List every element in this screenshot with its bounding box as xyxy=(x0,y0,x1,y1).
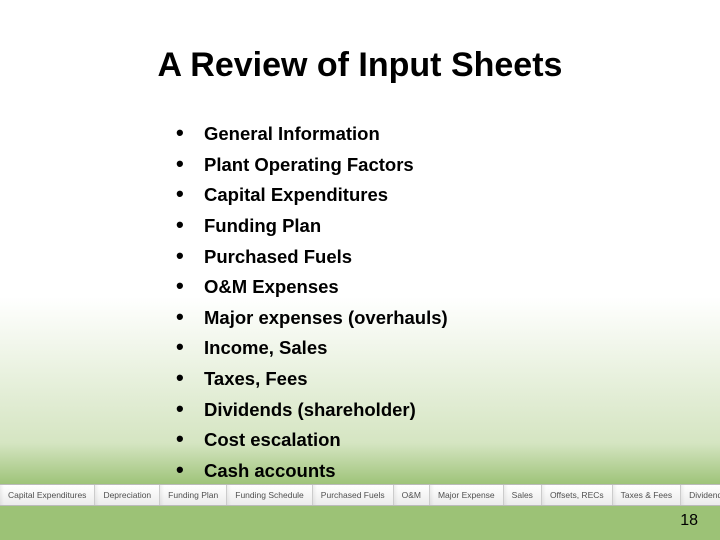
bullet-icon: • xyxy=(176,153,204,175)
bullet-text: Funding Plan xyxy=(204,214,321,237)
list-item: • Cost escalation xyxy=(176,428,596,451)
slide: A Review of Input Sheets • General Infor… xyxy=(0,0,720,540)
list-item: • Major expenses (overhauls) xyxy=(176,306,596,329)
list-item: • Purchased Fuels xyxy=(176,245,596,268)
list-item: • General Information xyxy=(176,122,596,145)
bullet-text: Capital Expenditures xyxy=(204,183,388,206)
worksheet-tab[interactable]: Taxes & Fees xyxy=(613,485,682,505)
slide-title: A Review of Input Sheets xyxy=(0,46,720,85)
page-number: 18 xyxy=(680,512,698,530)
bullet-icon: • xyxy=(176,336,204,358)
worksheet-tab[interactable]: Purchased Fuels xyxy=(313,485,394,505)
list-item: • O&M Expenses xyxy=(176,275,596,298)
worksheet-tab[interactable]: Offsets, RECs xyxy=(542,485,613,505)
bullet-text: General Information xyxy=(204,122,380,145)
list-item: • Income, Sales xyxy=(176,336,596,359)
bullet-icon: • xyxy=(176,367,204,389)
bullet-icon: • xyxy=(176,275,204,297)
bullet-text: Cash accounts xyxy=(204,459,336,482)
bullet-text: O&M Expenses xyxy=(204,275,339,298)
worksheet-tab[interactable]: Capital Expenditures xyxy=(0,485,95,505)
bullet-text: Taxes, Fees xyxy=(204,367,308,390)
worksheet-tab[interactable]: Dividends xyxy=(681,485,720,505)
bullet-text: Cost escalation xyxy=(204,428,341,451)
bullet-text: Plant Operating Factors xyxy=(204,153,414,176)
worksheet-tab[interactable]: Funding Plan xyxy=(160,485,227,505)
bullet-text: Dividends (shareholder) xyxy=(204,398,416,421)
bullet-icon: • xyxy=(176,122,204,144)
list-item: • Plant Operating Factors xyxy=(176,153,596,176)
worksheet-tab-strip: Capital Expenditures Depreciation Fundin… xyxy=(0,484,720,506)
list-item: • Funding Plan xyxy=(176,214,596,237)
bullet-icon: • xyxy=(176,245,204,267)
worksheet-tab[interactable]: Sales xyxy=(504,485,542,505)
list-item: • Taxes, Fees xyxy=(176,367,596,390)
bullet-list: • General Information • Plant Operating … xyxy=(176,122,596,490)
bullet-text: Purchased Fuels xyxy=(204,245,352,268)
list-item: • Dividends (shareholder) xyxy=(176,398,596,421)
list-item: • Cash accounts xyxy=(176,459,596,482)
bullet-icon: • xyxy=(176,428,204,450)
bullet-icon: • xyxy=(176,183,204,205)
bullet-text: Income, Sales xyxy=(204,336,327,359)
worksheet-tab[interactable]: Funding Schedule xyxy=(227,485,313,505)
bullet-text: Major expenses (overhauls) xyxy=(204,306,448,329)
bullet-icon: • xyxy=(176,398,204,420)
worksheet-tab[interactable]: Major Expense xyxy=(430,485,504,505)
worksheet-tab[interactable]: Depreciation xyxy=(95,485,160,505)
bullet-icon: • xyxy=(176,214,204,236)
bullet-icon: • xyxy=(176,306,204,328)
bullet-icon: • xyxy=(176,459,204,481)
list-item: • Capital Expenditures xyxy=(176,183,596,206)
worksheet-tab[interactable]: O&M xyxy=(394,485,430,505)
